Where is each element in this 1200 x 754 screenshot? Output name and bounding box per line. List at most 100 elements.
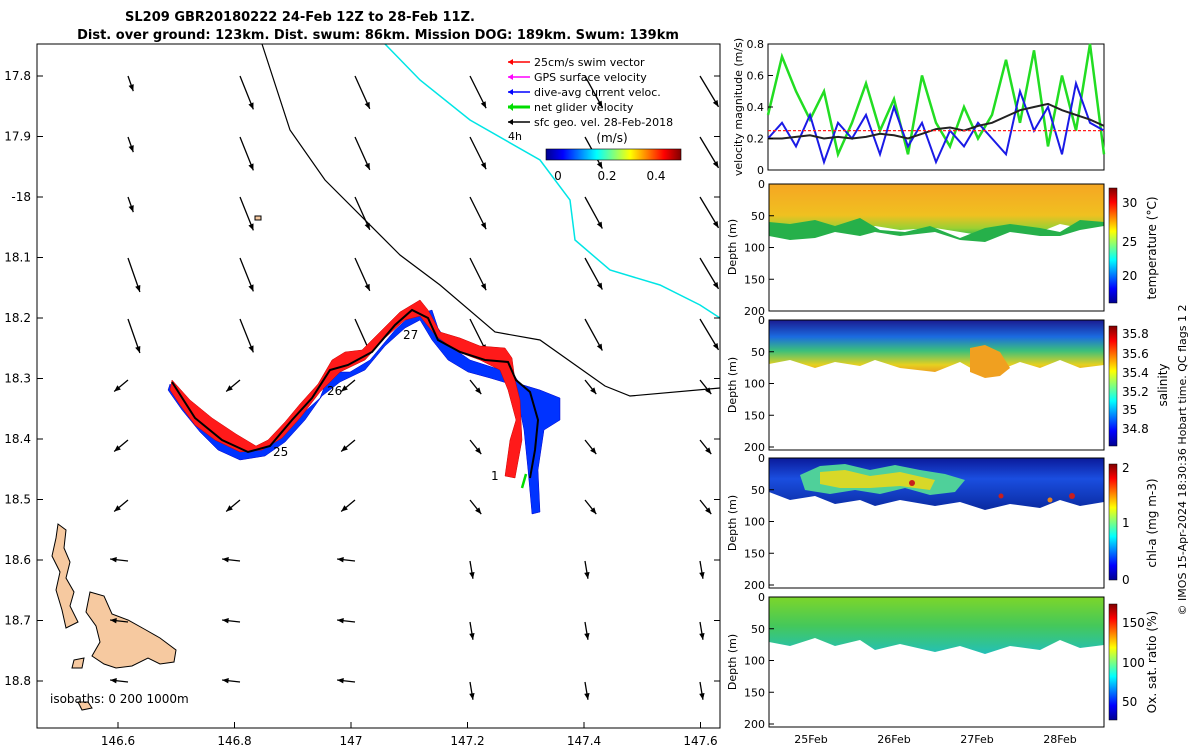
surface-vector-arrow: [584, 318, 603, 351]
map-legend: 25cm/s swim vector GPS surface velocity …: [508, 56, 673, 143]
salinity-ctick-0: 35.8: [1122, 327, 1149, 341]
surface-vector-arrow: [239, 136, 254, 171]
surface-vector-arrow: [469, 75, 487, 109]
surface-vector-arrow: [584, 621, 590, 640]
surface-vector-arrow: [127, 75, 134, 92]
salinity-clabel: salinity: [1156, 363, 1170, 406]
lon-tick-label: 146.6: [101, 734, 135, 748]
velocity-ytick-label: 0.8: [747, 38, 765, 51]
glider-track: [167, 299, 561, 515]
lat-tick-label: 17.8: [4, 69, 31, 83]
depth-tick-label: 50: [751, 346, 765, 359]
section-x-ticks: 25Feb 26Feb 27Feb 28Feb: [794, 733, 1076, 746]
depth-tick-label: 150: [744, 547, 765, 560]
depth-tick-label: 0: [758, 591, 765, 604]
depth-tick-label: 200: [744, 579, 765, 592]
surface-vector-arrow: [584, 499, 597, 515]
oxygen-ctick-0: 150: [1122, 616, 1145, 630]
oxygen-clabel: Ox. sat. ratio (%): [1145, 611, 1159, 713]
depth-tick-label: 200: [744, 718, 765, 731]
velocity-series: [766, 43, 1106, 166]
temperature-field: [769, 184, 1104, 242]
surface-vector-arrow: [469, 439, 482, 455]
salinity-y-ticks: 0 50 100 150 200: [744, 314, 774, 454]
title-line-2: Dist. over ground: 123km. Dist. swum: 86…: [77, 28, 679, 43]
salinity-axes-box: [768, 319, 1105, 451]
surface-vector-arrow: [239, 196, 254, 231]
surface-vector-arrow: [113, 379, 129, 393]
surface-vector-arrow: [222, 557, 241, 563]
lon-tick-label: 147: [340, 734, 363, 748]
depth-tick-label: 100: [744, 242, 765, 255]
title-line-1: SL209 GBR20180222 24-Feb 12Z to 28-Feb 1…: [125, 10, 475, 25]
track-label-26: 26: [327, 384, 342, 398]
lon-tick-label: 147.6: [683, 734, 717, 748]
surface-vector-arrow: [222, 618, 241, 624]
surface-vector-arrow: [110, 678, 129, 684]
surface-vector-arrow: [469, 621, 475, 640]
lon-tick-label: 147.4: [567, 734, 601, 748]
oxygen-ylabel: Depth (m): [726, 634, 739, 690]
legend-label-sfc-geo: sfc geo. vel. 28-Feb-2018: [534, 116, 673, 129]
oxygen-ctick-2: 50: [1122, 695, 1137, 709]
velocity-series-blue: [767, 79, 1105, 166]
surface-vector-arrow: [699, 621, 705, 640]
island-small-2: [77, 701, 93, 711]
surface-vector-arrow: [225, 379, 241, 393]
depth-tick-label: 50: [751, 623, 765, 636]
legend-item-gps-velocity: GPS surface velocity: [508, 71, 647, 84]
salinity-colorbar: [1108, 325, 1118, 447]
surface-vector-arrow: [584, 196, 603, 229]
surface-vector-arrow: [239, 75, 254, 110]
temperature-ctick-1: 25: [1122, 235, 1137, 249]
lat-tick-label: 18.2: [4, 311, 31, 325]
x-tick-25feb: 25Feb: [794, 733, 827, 746]
temperature-ylabel: Depth (m): [726, 219, 739, 275]
depth-tick-label: 200: [744, 305, 765, 318]
surface-vector-arrow: [699, 439, 712, 455]
salinity-ctick-4: 35: [1122, 403, 1137, 417]
legend-note-4h: 4h: [508, 130, 522, 143]
salinity-ctick-1: 35.6: [1122, 347, 1149, 361]
surface-vector-arrow: [699, 196, 720, 229]
map-latitude-ticks: 17.8 17.9 -18 18.1 18.2 18.3 18.4 18.5 18.6 18.7 1…: [4, 69, 720, 688]
salinity-ylabel: Depth (m): [726, 357, 739, 413]
colorbar-tick-2: 0.4: [646, 169, 665, 183]
chlorophyll-panel: 2 1 0 chl-a (mg m-3) Depth (m) 0 50 100 150…: [726, 452, 1159, 592]
map-longitude-ticks: 146.6 146.8 147 147.2 147.4 147.6: [101, 722, 718, 748]
chlorophyll-y-ticks: 0 50 100 150 200: [744, 452, 774, 592]
track-label-27: 27: [403, 328, 418, 342]
velocity-ytick-label: 0.4: [747, 101, 765, 114]
x-tick-27feb: 27Feb: [960, 733, 993, 746]
surface-vector-arrow: [113, 499, 129, 513]
surface-vector-arrow: [127, 196, 134, 213]
surface-vector-arrow: [469, 196, 487, 230]
legend-label-net-glider: net glider velocity: [534, 101, 634, 114]
depth-tick-label: 100: [744, 516, 765, 529]
surface-vector-arrow: [222, 678, 241, 684]
velocity-series-black: [768, 102, 1105, 140]
surface-vector-arrow: [469, 379, 482, 395]
land-islands: [51, 215, 262, 711]
depth-tick-label: 0: [758, 452, 765, 465]
chlorophyll-ylabel: Depth (m): [726, 495, 739, 551]
temperature-panel: 30 25 20 temperature (°C) Depth (m) 0 50 1…: [726, 178, 1159, 318]
net-glider-velocity-mark: [520, 473, 528, 489]
surface-vector-arrow: [225, 499, 241, 513]
temperature-y-ticks: 0 50 100 150 200: [744, 178, 774, 318]
surface-vector-arrow: [354, 257, 371, 292]
track-label-25: 25: [273, 445, 288, 459]
surface-vector-arrow: [469, 136, 487, 170]
legend-label-swim-vector: 25cm/s swim vector: [534, 56, 645, 69]
lon-tick-label: 146.8: [217, 734, 251, 748]
lat-tick-label: 17.9: [4, 130, 31, 144]
surface-vector-arrow: [699, 257, 720, 290]
velocity-panel: 0 0.2 0.4 0.6 0.8 velocity magnitude (m/s): [732, 38, 1106, 177]
salinity-ctick-5: 34.8: [1122, 422, 1149, 436]
surface-vector-arrow: [239, 257, 254, 292]
oxygen-colorbar: [1108, 603, 1118, 721]
depth-tick-label: 100: [744, 655, 765, 668]
colorbar-unit-label: (m/s): [596, 131, 627, 145]
island-north: [51, 523, 79, 629]
